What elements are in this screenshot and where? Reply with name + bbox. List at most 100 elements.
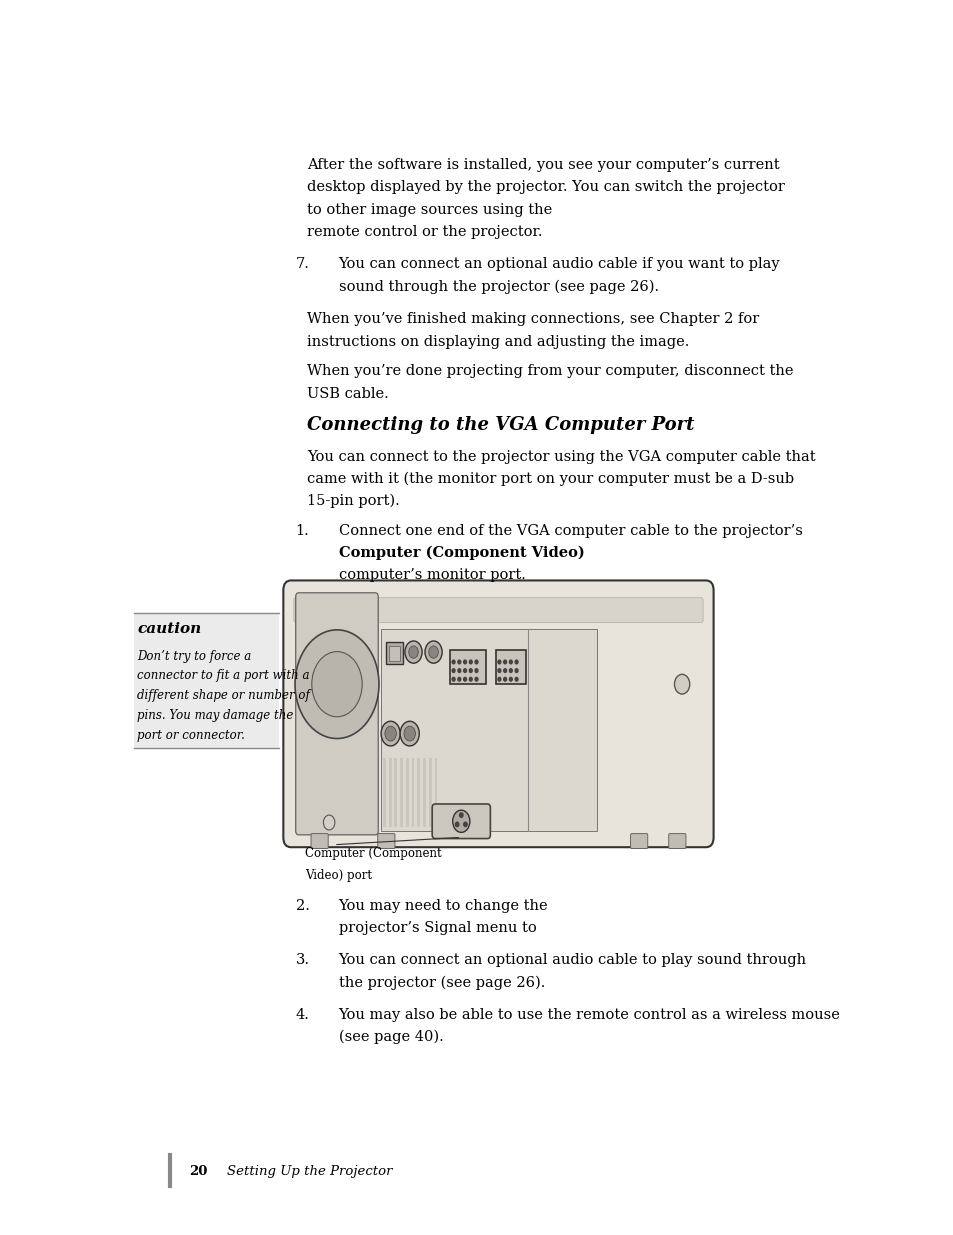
Bar [385,642,402,664]
Circle shape [515,677,517,680]
Text: caution: caution [137,622,201,636]
Circle shape [399,721,418,746]
Circle shape [408,646,417,658]
Text: Computer (Component: Computer (Component [305,847,441,861]
Text: 15-pin port).: 15-pin port). [307,494,399,509]
Text: (see page 40).: (see page 40). [338,1030,443,1045]
Circle shape [475,659,477,663]
Bar [434,758,436,827]
Circle shape [384,726,395,741]
Text: came with it (the monitor port on your computer must be a D-sub: came with it (the monitor port on your c… [307,472,794,487]
Bar [399,758,402,827]
Text: 20: 20 [189,1165,207,1178]
FancyBboxPatch shape [380,629,597,831]
Text: connector to fit a port with a: connector to fit a port with a [137,669,310,683]
Bar [428,758,431,827]
Text: port or connector.: port or connector. [137,729,245,742]
Text: Video) port: Video) port [305,869,372,883]
Circle shape [452,659,455,663]
Circle shape [509,677,512,680]
FancyBboxPatch shape [377,834,395,848]
Text: 7.: 7. [295,257,310,270]
Circle shape [424,641,441,663]
Circle shape [469,659,472,663]
Text: the projector (see page 26).: the projector (see page 26). [338,976,544,990]
Text: Don’t try to force a: Don’t try to force a [137,650,252,663]
Text: different shape or number of: different shape or number of [137,689,310,703]
Text: You can connect to the projector using the VGA computer cable that: You can connect to the projector using t… [307,450,815,463]
Circle shape [509,669,512,672]
Circle shape [452,677,455,680]
Circle shape [463,669,466,672]
Circle shape [323,815,335,830]
Circle shape [428,646,437,658]
Text: to other image sources using the: to other image sources using the [307,203,557,216]
Text: projector’s Signal menu to: projector’s Signal menu to [338,921,540,935]
Circle shape [463,823,467,826]
Text: sound through the projector (see page 26).: sound through the projector (see page 26… [338,279,659,294]
FancyBboxPatch shape [294,598,702,622]
Circle shape [503,677,506,680]
Bar [394,758,396,827]
Text: pins. You may damage the: pins. You may damage the [137,709,294,722]
Circle shape [463,659,466,663]
FancyBboxPatch shape [668,834,685,848]
Text: Connecting to the VGA Computer Port: Connecting to the VGA Computer Port [307,416,694,435]
Text: You can connect an optional audio cable if you want to play: You can connect an optional audio cable … [338,257,780,270]
FancyBboxPatch shape [283,580,713,847]
Circle shape [463,677,466,680]
Circle shape [469,677,472,680]
Circle shape [380,721,399,746]
Text: You may need to change the: You may need to change the [338,899,553,913]
Circle shape [509,659,512,663]
Circle shape [475,669,477,672]
Bar [388,758,391,827]
Circle shape [503,669,506,672]
Circle shape [469,669,472,672]
Text: 2.: 2. [295,899,310,913]
Bar [422,758,425,827]
Bar [382,758,385,827]
Text: After the software is installed, you see your computer’s current: After the software is installed, you see… [307,158,779,172]
Text: You can connect an optional audio cable to play sound through: You can connect an optional audio cable … [338,953,806,967]
Bar [405,758,408,827]
Circle shape [452,669,455,672]
Text: 1.: 1. [295,524,309,537]
Text: Setting Up the Projector: Setting Up the Projector [227,1165,392,1178]
Bar [495,650,526,684]
Circle shape [312,652,362,716]
Circle shape [674,674,689,694]
FancyBboxPatch shape [295,593,377,835]
Circle shape [497,677,500,680]
Circle shape [404,641,421,663]
Text: 3.: 3. [295,953,310,967]
Text: computer’s monitor port.: computer’s monitor port. [338,568,525,582]
Text: Computer (Component Video): Computer (Component Video) [338,546,584,561]
FancyBboxPatch shape [630,834,647,848]
Circle shape [453,810,470,832]
Bar [411,758,414,827]
Circle shape [457,677,460,680]
Circle shape [497,659,500,663]
Text: You may also be able to use the remote control as a wireless mouse: You may also be able to use the remote c… [338,1008,840,1021]
Text: instructions on displaying and adjusting the image.: instructions on displaying and adjusting… [307,335,689,348]
Text: Connect one end of the VGA computer cable to the projector’s: Connect one end of the VGA computer cabl… [338,524,801,537]
Circle shape [515,659,517,663]
FancyBboxPatch shape [432,804,490,839]
Text: When you’ve finished making connections, see Chapter 2 for: When you’ve finished making connections,… [307,312,759,326]
Text: remote control or the projector.: remote control or the projector. [307,225,542,238]
Text: When you’re done projecting from your computer, disconnect the: When you’re done projecting from your co… [307,364,793,378]
Bar [133,613,278,748]
Circle shape [459,813,462,818]
Bar [388,646,399,661]
Text: desktop displayed by the projector. You can switch the projector: desktop displayed by the projector. You … [307,180,784,194]
Circle shape [515,669,517,672]
Text: 4.: 4. [295,1008,310,1021]
Circle shape [497,669,500,672]
Circle shape [455,823,458,826]
Circle shape [403,726,415,741]
Circle shape [457,659,460,663]
Circle shape [475,677,477,680]
FancyBboxPatch shape [311,834,328,848]
Bar [449,650,485,684]
